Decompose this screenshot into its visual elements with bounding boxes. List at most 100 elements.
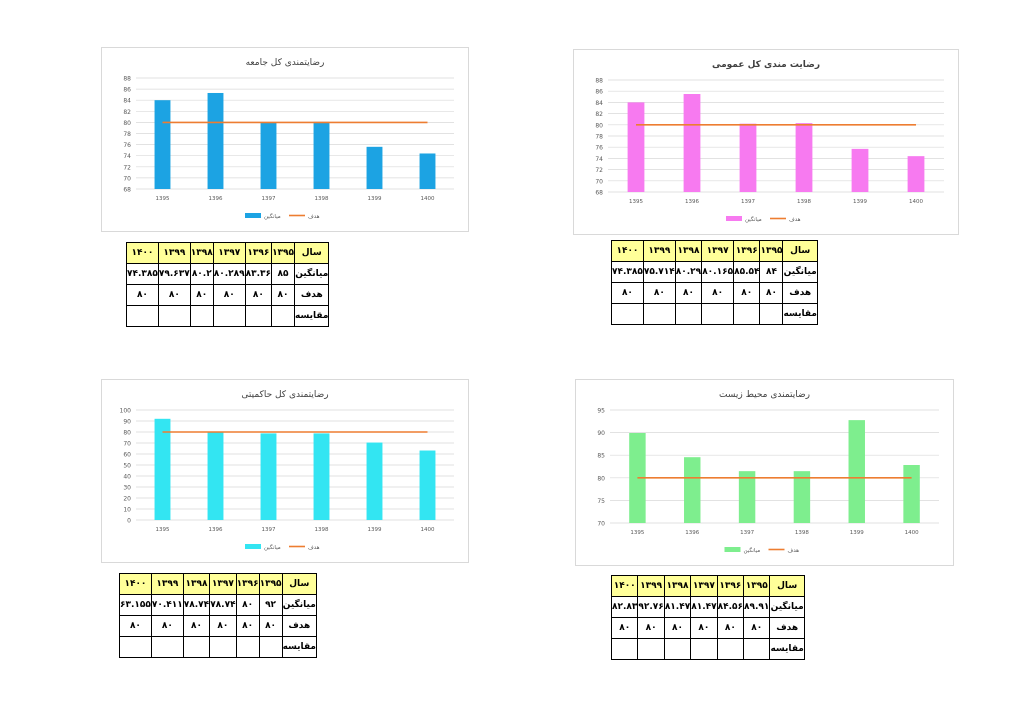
bar: [683, 94, 701, 192]
x-tick-label: 1396: [685, 199, 699, 205]
bar: [793, 471, 811, 523]
bar: [848, 420, 865, 523]
x-tick-label: 1397: [741, 199, 755, 205]
bar: [207, 432, 224, 520]
x-tick-label: 1397: [740, 530, 754, 536]
table-cell: ۸۰: [235, 594, 260, 616]
y-tick-label: 0: [127, 518, 131, 525]
year-header-cell: ۱۳۹۷: [690, 575, 718, 597]
table-cell: ۸۰: [209, 615, 237, 637]
chart-title: رضایت مندی کل عمومی: [712, 60, 820, 70]
table-cell: [235, 636, 260, 658]
bar: [907, 156, 925, 192]
bar: [684, 457, 701, 523]
table-cell: ۷۹.۶۳۷: [157, 263, 191, 285]
table-cell: ۷۴.۳۸۵: [126, 263, 159, 285]
table-cell: ۷۵.۷۱۴: [642, 261, 676, 283]
table-cell: [271, 305, 296, 327]
x-tick-label: 1396: [685, 530, 699, 536]
y-tick-label: 60: [123, 452, 131, 459]
y-tick-label: 84: [595, 100, 603, 107]
y-tick-label: 86: [595, 89, 603, 96]
table-cell: ۸۱.۴۷: [690, 596, 718, 618]
table-cell: [743, 638, 771, 660]
table-cell: ۸۰.۲: [189, 263, 214, 285]
table-cell: ۸۰: [126, 284, 159, 306]
y-tick-label: 78: [595, 134, 603, 141]
table-cell: ۷۸.۷۴: [209, 594, 237, 616]
legend-label-series: میانگین: [745, 216, 762, 223]
table-cell: ۸۰: [716, 617, 745, 639]
row-label: مقایسه: [782, 303, 818, 325]
table-cell: ۸۹.۹۱: [743, 596, 771, 618]
table-cell: [258, 636, 283, 658]
table-cell: ۹۲: [258, 594, 283, 616]
legend-label-target: هدف: [789, 217, 801, 223]
y-tick-label: 76: [123, 142, 131, 149]
y-tick-label: 70: [597, 521, 605, 528]
x-tick-label: 1395: [630, 530, 644, 536]
table-cell: [610, 638, 639, 660]
table-cell: [716, 638, 745, 660]
row-label: میانگین: [769, 596, 805, 618]
table-row: هدف ۸۰ ۸۰ ۸۰ ۸۰ ۸۰ ۸۰: [611, 282, 818, 304]
table-cell: [209, 636, 237, 658]
table-cell: ۸۰: [690, 617, 718, 639]
bar-chart: رضایتمندی کل حاکمیتی 0 10 20 30 40 50 60 70 80 90 1…: [120, 390, 454, 551]
table-cell: ۸۰: [610, 617, 639, 639]
data-table: سال ۱۳۹۵ ۱۳۹۶ ۱۳۹۷ ۱۳۹۸ ۱۳۹۹ ۱۴۰۰ میانگین ۸۹.۹۱ ۸…: [610, 575, 805, 660]
table-cell: ۸۰.۱۶۵: [701, 261, 735, 283]
x-tick-label: 1400: [909, 199, 923, 205]
x-tick-label: 1398: [795, 530, 809, 536]
table-cell: [663, 638, 692, 660]
table-cell: [119, 636, 152, 658]
bar: [260, 433, 277, 520]
table-cell: ۸۵.۵۴: [733, 261, 761, 283]
y-tick-label: 90: [123, 419, 131, 426]
table-cell: ۸۰: [189, 284, 214, 306]
bar: [366, 442, 383, 520]
y-tick-label: 80: [123, 120, 131, 127]
y-tick-label: 90: [597, 430, 605, 437]
bar: [795, 123, 813, 192]
y-tick-label: 85: [597, 453, 605, 460]
chart-box: رضایتمندی محیط زیست 70 75 80 85 90 95 1395 1396 1…: [575, 379, 954, 566]
y-tick-label: 68: [123, 187, 131, 194]
data-table: سال ۱۳۹۵ ۱۳۹۶ ۱۳۹۷ ۱۳۹۸ ۱۳۹۹ ۱۴۰۰ میانگین ۸۵ ۸۳.۳…: [126, 242, 330, 327]
bar-chart: رضایتمندی محیط زیست 70 75 80 85 90 95 1395 1396 1…: [597, 390, 939, 554]
table-cell: [157, 305, 191, 327]
y-tick-label: 70: [123, 175, 131, 182]
table-cell: ۸۰: [759, 282, 784, 304]
table-cell: [733, 303, 761, 325]
y-tick-label: 74: [123, 153, 131, 160]
table-cell: ۸۰: [157, 284, 191, 306]
year-header-cell: ۱۳۹۶: [244, 242, 273, 264]
data-table: سال ۱۳۹۵ ۱۳۹۶ ۱۳۹۷ ۱۳۹۸ ۱۳۹۹ ۱۴۰۰ میانگین ۹۲ ۸۰ ۷۸…: [119, 573, 318, 658]
table-cell: ۸۰: [119, 615, 152, 637]
year-header-cell: ۱۳۹۸: [663, 575, 692, 597]
x-tick-label: 1395: [629, 199, 643, 205]
y-tick-label: 84: [123, 98, 131, 105]
table-cell: ۸۵: [271, 263, 296, 285]
year-header-label: سال: [294, 242, 330, 264]
bar: [419, 450, 436, 520]
x-tick-label: 1397: [262, 527, 276, 533]
bar: [738, 471, 756, 523]
table-row: هدف ۸۰ ۸۰ ۸۰ ۸۰ ۸۰ ۸۰: [610, 617, 805, 639]
table-cell: ۸۰: [642, 282, 676, 304]
table-cell: ۸۱.۴۷: [663, 596, 692, 618]
y-tick-label: 20: [123, 496, 131, 503]
y-tick-label: 50: [123, 463, 131, 470]
table-cell: ۸۰: [244, 284, 273, 306]
year-header-cell: ۱۳۹۵: [759, 240, 784, 262]
chart-title: رضایتمندی کل جامعه: [246, 58, 325, 68]
table-cell: ۸۰: [743, 617, 771, 639]
table-cell: ۹۲.۷۶: [637, 596, 665, 618]
y-tick-label: 68: [595, 190, 603, 197]
table-row: مقایسه: [126, 305, 330, 327]
table-cell: ۸۰: [212, 284, 246, 306]
legend-label-series: میانگین: [744, 547, 761, 554]
year-header-cell: ۱۳۹۹: [150, 573, 184, 595]
table-cell: ۸۰: [150, 615, 184, 637]
bar: [419, 153, 436, 189]
